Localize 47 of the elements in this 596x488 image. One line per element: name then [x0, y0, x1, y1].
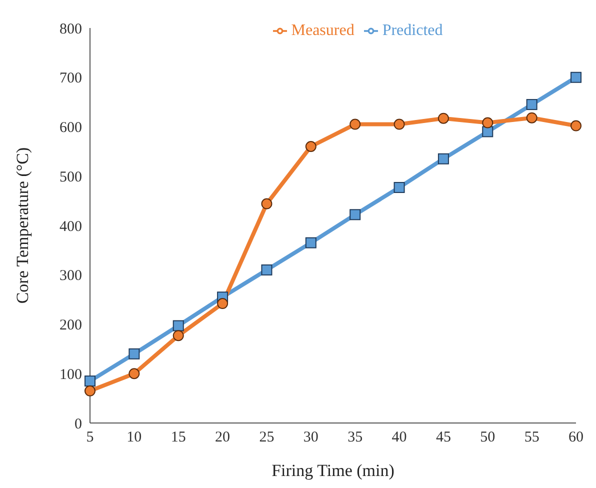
x-tick-label: 5 [86, 430, 94, 446]
x-tick-label: 25 [259, 430, 274, 446]
point [172, 330, 184, 342]
point [305, 141, 316, 152]
point [217, 298, 228, 310]
x-tick-label: 55 [524, 430, 540, 446]
point [305, 237, 316, 248]
point [84, 385, 96, 396]
y-tick-label: 200 [60, 318, 82, 334]
x-tick-label: 40 [392, 430, 407, 446]
x-tick-label: 10 [126, 430, 142, 446]
y-tick-label: 800 [60, 21, 82, 38]
point [128, 368, 140, 380]
point [482, 117, 494, 128]
x-tick-label: 30 [303, 430, 318, 446]
point [570, 72, 582, 83]
point [438, 153, 449, 164]
x-tick-label: 45 [436, 430, 451, 446]
point [261, 198, 272, 210]
y-tick-label: 400 [60, 218, 82, 235]
point [350, 118, 361, 130]
legend-label: Predicted [382, 22, 443, 39]
x-tick-label: 20 [215, 430, 230, 446]
x-tick-label: 35 [348, 430, 363, 446]
point [128, 348, 140, 360]
point [84, 376, 96, 387]
point [261, 264, 272, 276]
y-tick-label: 500 [60, 169, 82, 186]
point [172, 320, 184, 332]
x-tick-label: 50 [480, 430, 496, 446]
x-axis-title: Firing Time (min) [272, 461, 394, 480]
y-tick-label: 300 [60, 268, 82, 284]
y-axis-title: Core Temperature (°C) [13, 147, 32, 304]
y-tick-label: 700 [60, 70, 82, 87]
point [526, 99, 538, 110]
point [350, 209, 361, 220]
x-tick-label: 15 [170, 430, 186, 446]
point [394, 182, 405, 193]
legend-label: Measured [291, 22, 354, 39]
y-tick-label: 0 [74, 416, 82, 432]
point [526, 112, 538, 124]
point [438, 112, 449, 124]
x-tick-label: 60 [568, 430, 584, 446]
point [570, 120, 582, 132]
y-tick-label: 600 [60, 120, 82, 136]
point [394, 118, 405, 130]
y-tick-label: 100 [60, 366, 82, 383]
